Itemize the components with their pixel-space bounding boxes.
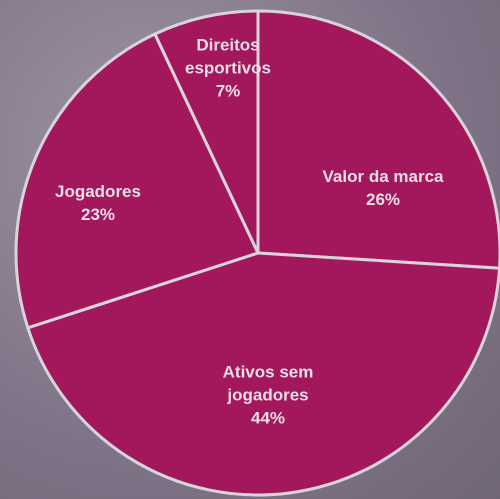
pie-slice bbox=[14, 32, 261, 330]
pie-slice bbox=[152, 9, 260, 254]
category-label: Jogadores bbox=[55, 182, 141, 201]
value-label: 23% bbox=[80, 205, 116, 224]
slice-label: Direitos esportivos 7% bbox=[178, 34, 278, 103]
slice-label: Valor da marca 26% bbox=[293, 165, 473, 211]
category-label: Ativos sem jogadores bbox=[222, 362, 314, 405]
pie-slice bbox=[256, 9, 500, 270]
pie-slice bbox=[25, 251, 500, 497]
value-label: 44% bbox=[250, 408, 286, 428]
slice-label: Ativos sem jogadores 44% bbox=[203, 361, 333, 430]
category-label: Direitos esportivos bbox=[185, 35, 271, 78]
slice-label: Jogadores 23% bbox=[43, 180, 153, 226]
category-label: Valor da marca bbox=[322, 167, 444, 186]
value-label: 7% bbox=[215, 81, 241, 101]
value-label: 26% bbox=[365, 190, 401, 209]
